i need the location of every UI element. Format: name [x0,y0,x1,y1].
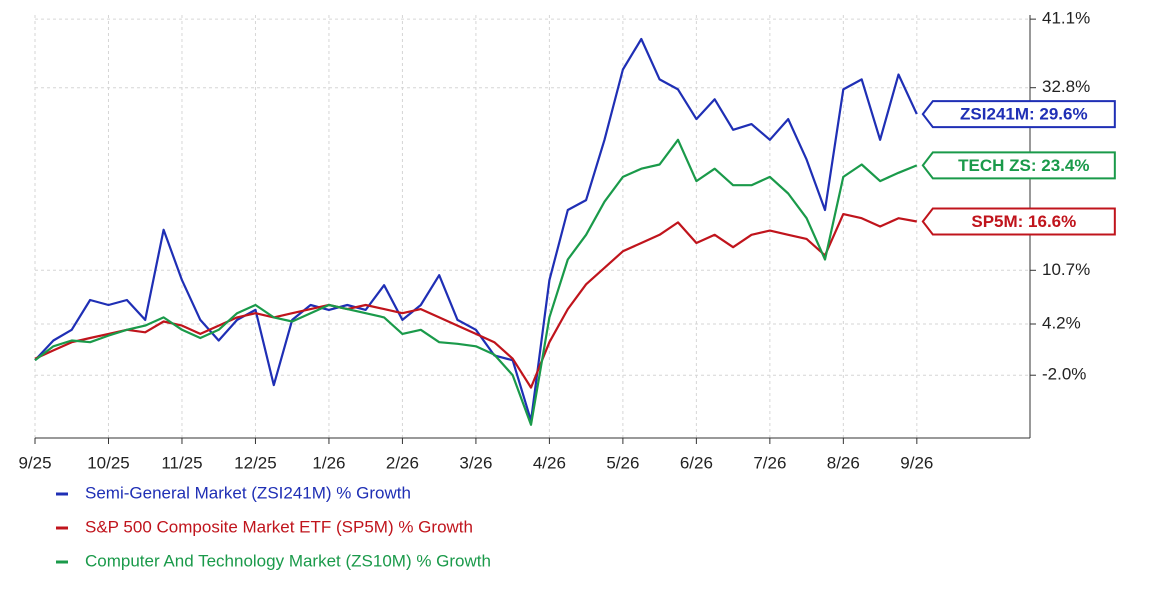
x-tick-label: 8/26 [827,453,860,472]
x-tick-label: 10/25 [87,453,130,472]
legend-label: Computer And Technology Market (ZS10M) %… [85,551,491,570]
x-tick-label: 7/26 [753,453,786,472]
legend-label: S&P 500 Composite Market ETF (SP5M) % Gr… [85,517,473,536]
end-label-box [921,151,1116,180]
x-tick-label: 9/26 [900,453,933,472]
series-line [34,213,917,389]
x-tick-label: 4/26 [533,453,566,472]
end-label: ZSI241M: 29.6% [960,105,1088,124]
x-tick-label: 11/25 [161,453,202,472]
y-tick-label: 32.8% [1042,77,1090,96]
x-tick-label: 1/26 [312,453,345,472]
x-tick-label: 12/25 [234,453,277,472]
end-label: TECH ZS: 23.4% [958,156,1089,175]
y-tick-label: -2.0% [1042,365,1086,384]
end-label-box [921,100,1116,129]
y-tick-label: 4.2% [1042,313,1081,332]
y-tick-label: 10.7% [1042,260,1090,279]
x-tick-label: 6/26 [680,453,713,472]
series-line [34,138,918,426]
x-tick-label: 2/26 [386,453,419,472]
end-label: SP5M: 16.6% [971,212,1076,231]
end-label-box [921,207,1116,236]
legend-label: Semi-General Market (ZSI241M) % Growth [85,483,411,502]
x-tick-label: 3/26 [459,453,492,472]
x-tick-label: 5/26 [606,453,639,472]
series-line [34,37,918,422]
y-tick-label: 41.1% [1042,9,1090,28]
x-tick-label: 9/25 [18,453,51,472]
